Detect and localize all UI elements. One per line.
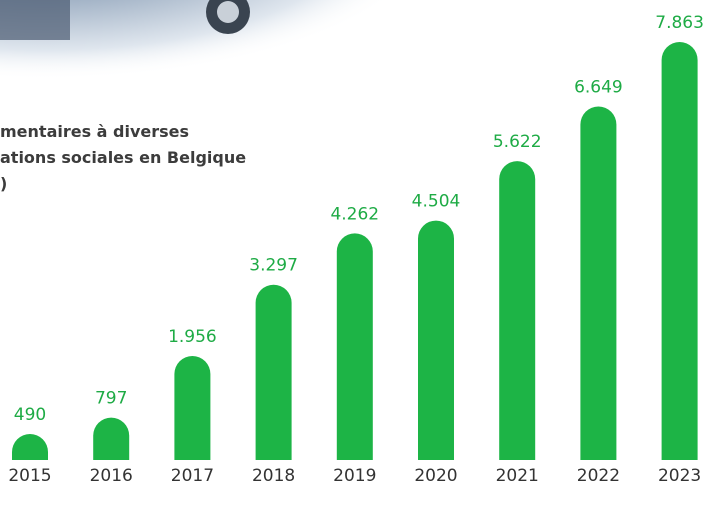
x-tick-label: 2021 [496, 466, 539, 486]
x-tick-label: 2015 [8, 466, 51, 486]
x-tick-label: 2019 [333, 466, 376, 486]
title-line: mentaires à diverses [0, 122, 189, 141]
value-label: 6.649 [574, 78, 623, 98]
value-label: 3.297 [249, 256, 298, 276]
bar [661, 42, 698, 460]
bar [418, 220, 455, 460]
bar [174, 356, 211, 460]
plot: 490 2015 797 2016 1.956 2017 3.297 2018 4.262 201… [8, 13, 704, 486]
truck-hub [217, 1, 239, 23]
x-tick-label: 2017 [171, 466, 214, 486]
bar [580, 106, 617, 461]
x-tick-label: 2018 [252, 466, 295, 486]
truck-body [0, 0, 70, 40]
value-label: 490 [14, 405, 46, 425]
x-tick-label: 2020 [414, 466, 457, 486]
bar [93, 417, 130, 460]
bar [499, 161, 536, 460]
x-tick-label: 2023 [658, 466, 701, 486]
bar [12, 433, 48, 460]
value-label: 7.863 [655, 13, 704, 33]
bar [336, 233, 373, 460]
value-label: 4.504 [412, 192, 461, 212]
value-label: 4.262 [330, 204, 379, 224]
value-label: 5.622 [493, 132, 542, 152]
value-label: 1.956 [168, 327, 217, 347]
x-tick-label: 2022 [577, 466, 620, 486]
bar [255, 284, 292, 460]
x-tick-label: 2016 [90, 466, 133, 486]
title: mentaires à diverses ations sociales en B… [0, 122, 246, 193]
title-line: ations sociales en Belgique [0, 148, 246, 167]
title-line: ) [0, 174, 7, 193]
truck-photo [0, 0, 410, 110]
value-label: 797 [95, 389, 127, 409]
